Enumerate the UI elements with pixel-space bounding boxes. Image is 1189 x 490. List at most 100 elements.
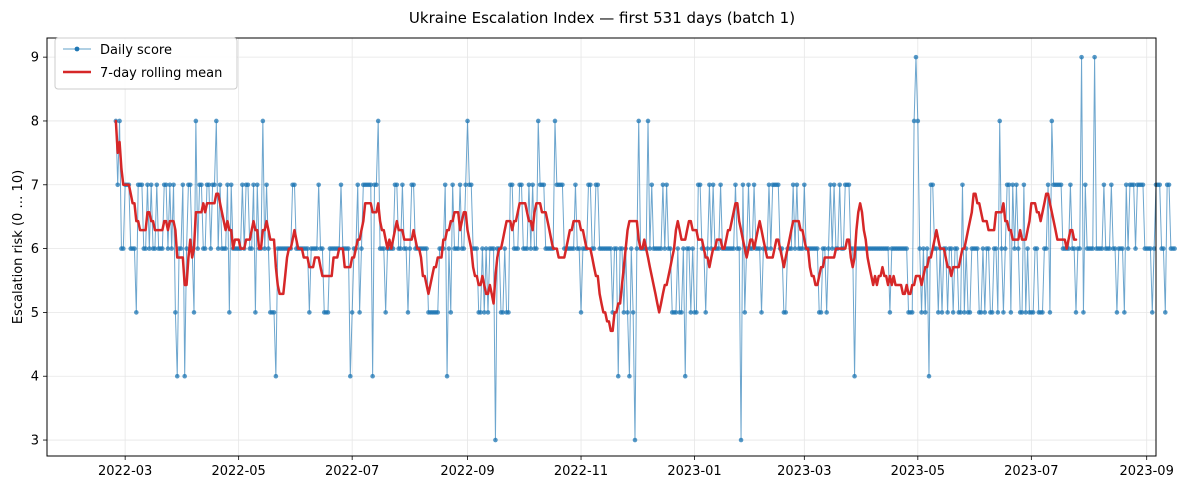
daily-score-point (225, 182, 230, 188)
daily-score-point (1073, 310, 1079, 315)
daily-score-point (913, 54, 919, 60)
daily-score-point (697, 182, 703, 188)
daily-score-point (614, 246, 619, 251)
daily-score-point (768, 246, 774, 251)
daily-score-point (950, 310, 956, 315)
daily-score-point (930, 182, 936, 188)
legend: Daily score 7-day rolling mean (54, 37, 238, 90)
daily-score-point (705, 246, 710, 251)
daily-score-point (751, 182, 757, 188)
daily-score-point (143, 246, 148, 251)
daily-score-point (524, 246, 530, 251)
daily-score-point (1034, 246, 1040, 251)
x-tick-label: 2023-07 (1004, 464, 1058, 479)
daily-score-point (887, 310, 893, 315)
daily-score-point (1163, 310, 1168, 315)
daily-score-point (1068, 182, 1073, 188)
daily-score-point (228, 182, 234, 188)
daily-score-point (1092, 54, 1097, 60)
daily-score-point (647, 246, 653, 251)
daily-score-point (184, 246, 189, 251)
daily-score-point (1045, 182, 1051, 188)
daily-score-point (660, 182, 666, 188)
daily-score-point (187, 182, 193, 188)
daily-score-point (995, 310, 1001, 315)
daily-score-point (1120, 246, 1125, 251)
daily-score-point (738, 437, 744, 443)
daily-score-point (1001, 310, 1006, 315)
daily-score-point (759, 310, 764, 315)
daily-score-point (686, 246, 692, 251)
daily-score-point (1049, 118, 1055, 124)
daily-score-point (675, 246, 681, 251)
legend-daily-marker (74, 46, 80, 52)
daily-score-point (506, 310, 511, 315)
daily-score-point (338, 182, 344, 188)
daily-score-point (528, 246, 534, 251)
daily-score-point (348, 373, 353, 379)
daily-score-point (465, 118, 470, 124)
daily-score-point (163, 182, 169, 188)
daily-score-point (117, 118, 122, 124)
daily-score-point (608, 246, 614, 251)
y-axis-label: Escalation risk (0 … 10) (11, 170, 26, 324)
daily-score-point (1099, 246, 1105, 251)
daily-score-point (171, 182, 176, 188)
daily-score-point (1161, 246, 1166, 251)
x-tick-label: 2023-03 (777, 464, 831, 479)
daily-score-point (935, 310, 941, 315)
daily-score-point (444, 373, 450, 379)
daily-score-point (314, 246, 320, 251)
daily-score-point (645, 118, 651, 124)
daily-score-point (790, 182, 796, 188)
daily-score-point (398, 246, 403, 251)
daily-score-point (718, 182, 723, 188)
daily-score-point (824, 310, 829, 315)
daily-score-point (260, 118, 266, 124)
daily-score-point (249, 246, 254, 251)
daily-score-point (227, 310, 232, 315)
daily-score-point (924, 246, 930, 251)
daily-score-point (1166, 182, 1172, 188)
daily-score-point (491, 246, 496, 251)
daily-score-point (939, 310, 945, 315)
daily-score-point (357, 310, 362, 315)
daily-score-point (316, 182, 321, 188)
daily-score-point (448, 310, 454, 315)
daily-score-point (145, 182, 150, 188)
daily-score-point (165, 246, 171, 251)
daily-score-point (1140, 182, 1146, 188)
daily-score-point (630, 310, 636, 315)
daily-score-point (442, 182, 448, 188)
daily-score-point (794, 182, 800, 188)
daily-score-point (1021, 182, 1027, 188)
daily-score-point (199, 182, 204, 188)
daily-score-point (500, 310, 506, 315)
daily-score-point (355, 182, 361, 188)
daily-score-point (245, 182, 251, 188)
daily-score-point (591, 246, 597, 251)
daily-score-point (273, 373, 279, 379)
daily-score-point (999, 246, 1004, 251)
daily-score-point (982, 310, 988, 315)
daily-score-point (1047, 310, 1053, 315)
daily-score-point (468, 182, 474, 188)
daily-score-point (1077, 246, 1083, 251)
daily-score-point (1079, 54, 1084, 60)
daily-score-point (214, 118, 219, 124)
daily-score-point (619, 246, 625, 251)
daily-score-point (349, 310, 355, 315)
daily-score-point (526, 182, 532, 188)
daily-score-point (989, 310, 995, 315)
daily-score-point (792, 246, 798, 251)
daily-score-point (1123, 182, 1129, 188)
daily-score-point (253, 310, 258, 315)
daily-score-point (169, 246, 174, 251)
daily-score-point (325, 310, 331, 315)
daily-score-point (679, 310, 684, 315)
daily-score-point (1023, 310, 1029, 315)
daily-score-point (368, 182, 374, 188)
x-tick-label: 2022-11 (554, 464, 608, 479)
daily-score-point (909, 310, 915, 315)
daily-score-point (852, 373, 857, 379)
